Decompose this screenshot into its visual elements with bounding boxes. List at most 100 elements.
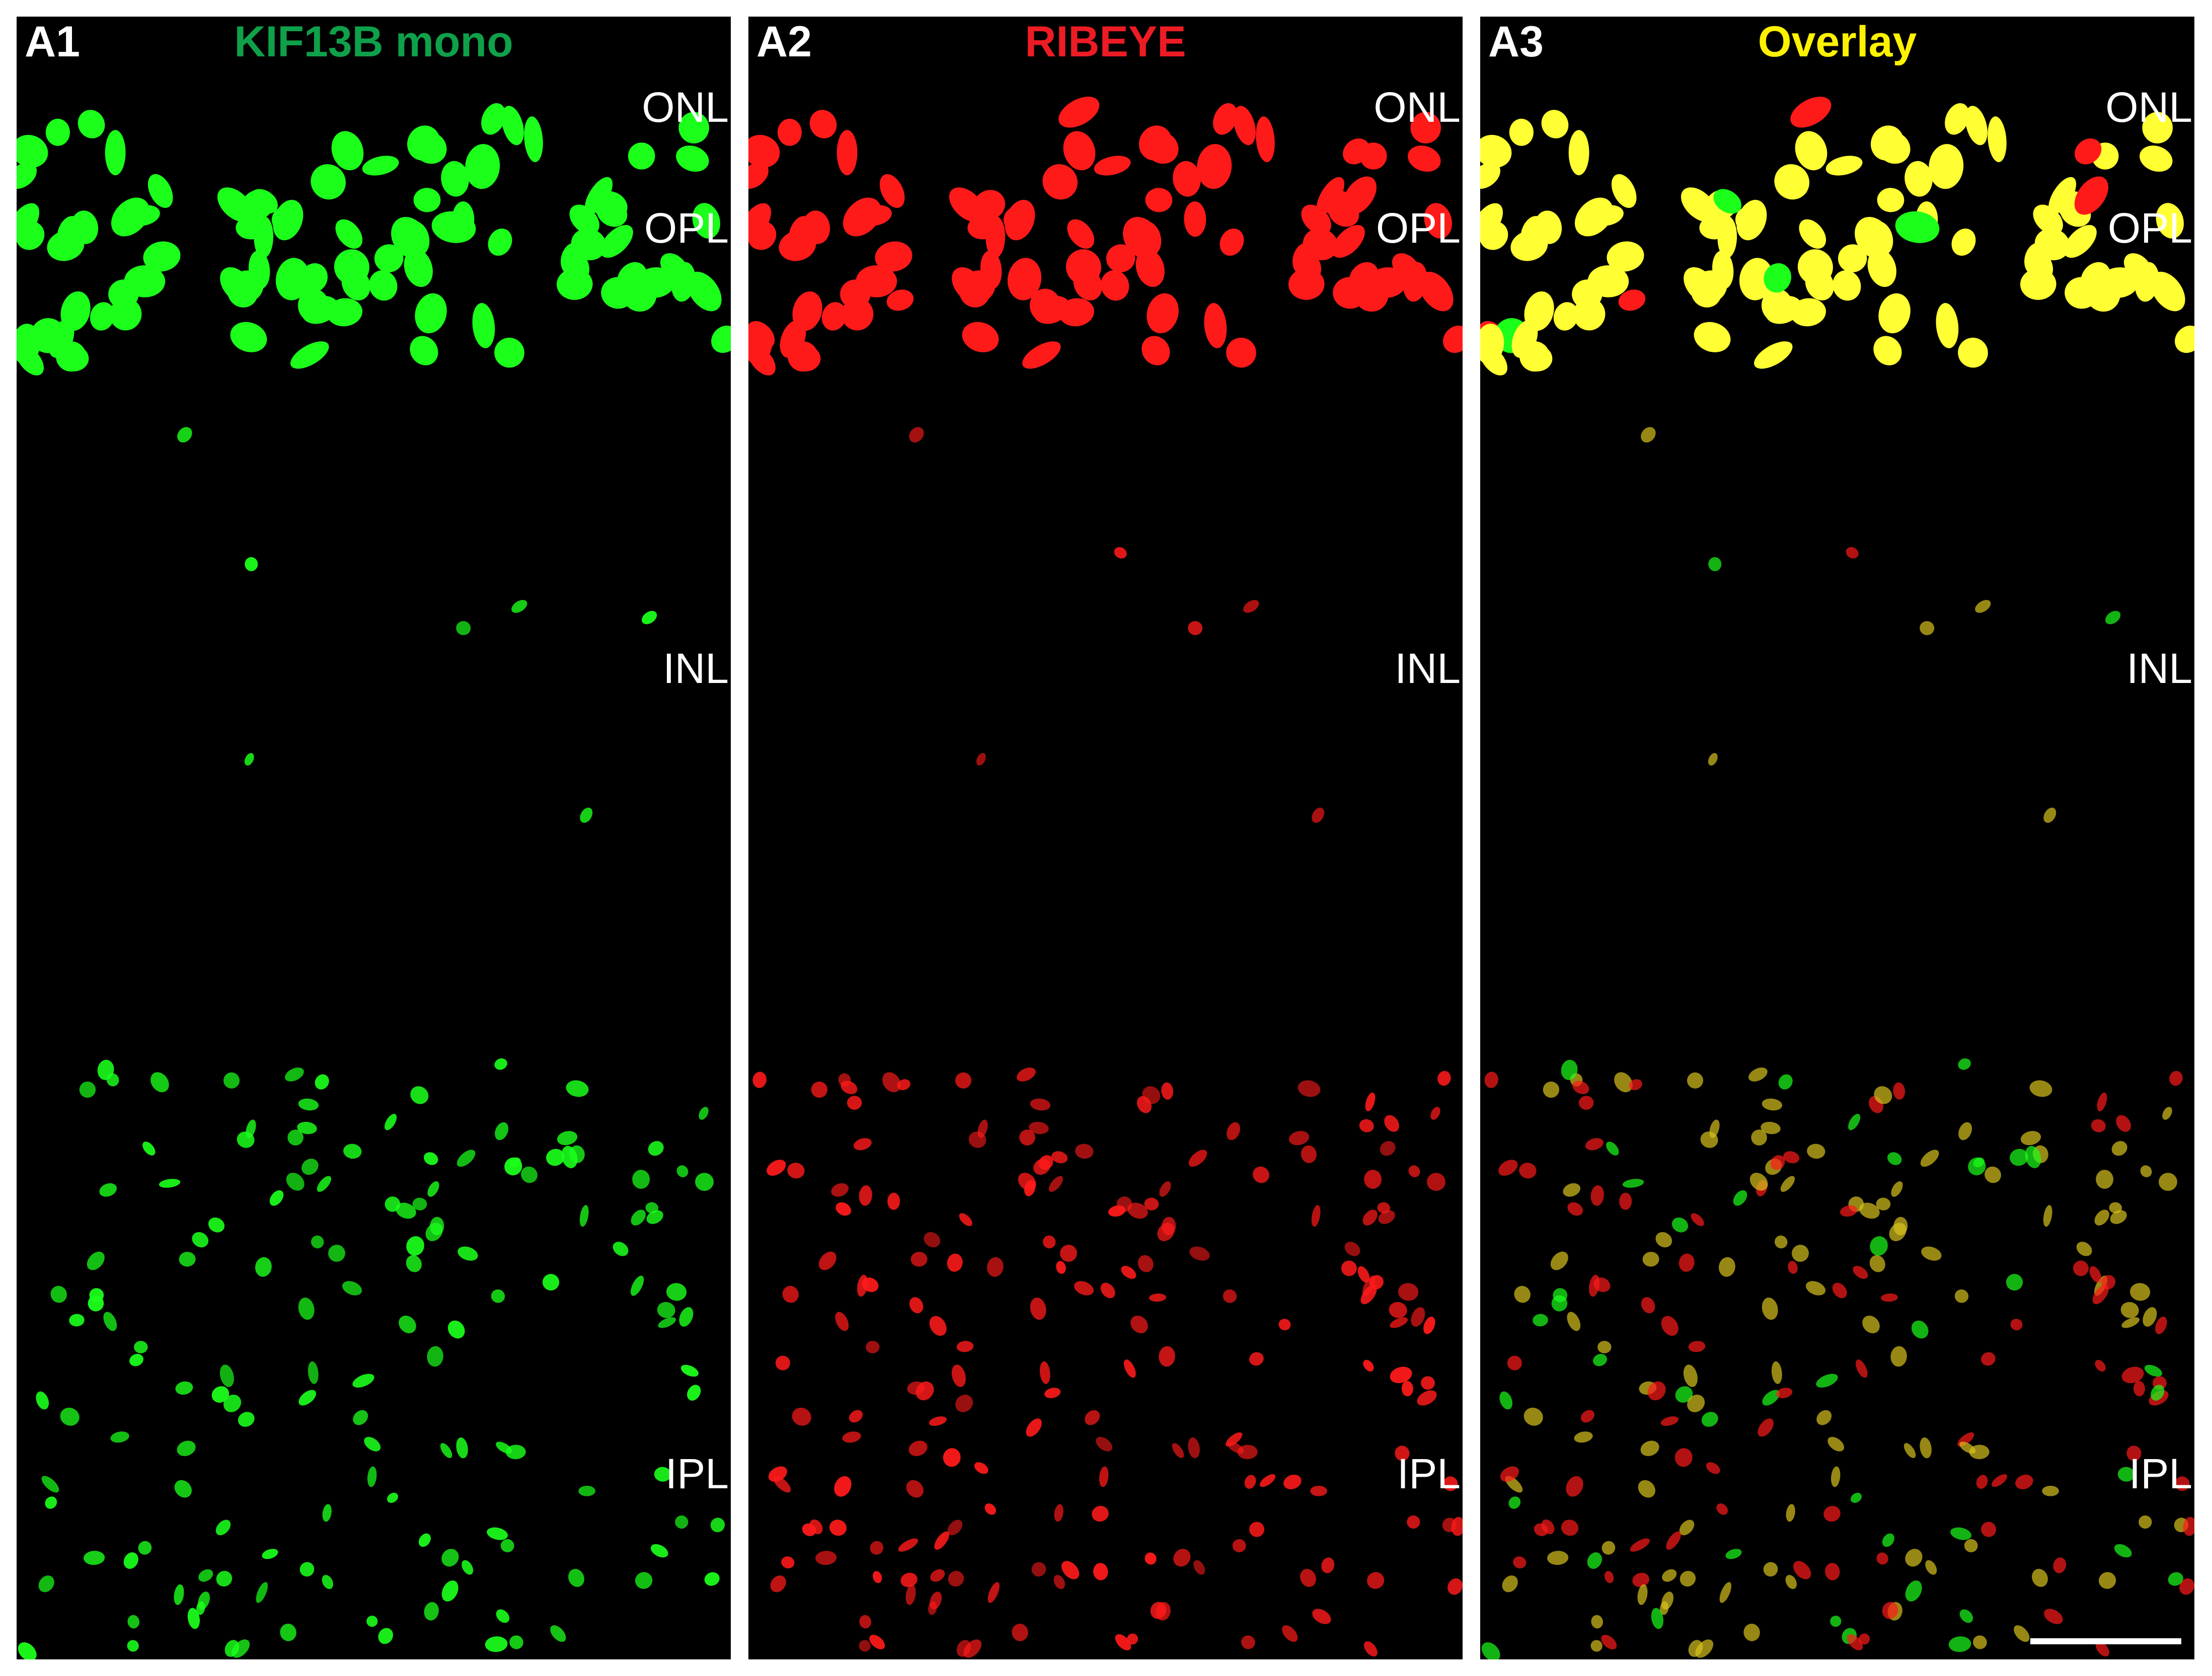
synaptic-punctum [1145,188,1173,212]
synaptic-punctum [2169,1071,2183,1086]
synaptic-punctum [1871,125,1904,161]
synaptic-punctum [2033,204,2063,235]
synaptic-punctum [642,611,657,625]
synaptic-punctum [1243,599,1259,613]
synaptic-punctum [1173,161,1201,197]
synaptic-punctum [385,1114,397,1130]
synaptic-punctum [842,1431,861,1443]
synaptic-punctum [524,116,543,163]
synaptic-punctum [869,1635,885,1650]
synaptic-punctum [1601,1635,1617,1650]
synaptic-punctum [2140,1165,2152,1178]
synaptic-punctum [1587,1552,1602,1569]
synaptic-punctum [275,258,310,300]
synaptic-punctum [2105,611,2121,625]
synaptic-punctum [211,1386,230,1403]
synaptic-punctum [963,1639,982,1658]
synaptic-punctum [441,1580,459,1602]
layer-label-opl: OPL [644,204,729,252]
synaptic-punctum [777,118,802,146]
synaptic-punctum [255,1257,272,1277]
synaptic-punctum [1662,1569,1677,1582]
synaptic-punctum [2032,1569,2048,1587]
synaptic-punctum [1301,204,1331,235]
synaptic-punctum [366,1616,378,1627]
synaptic-punctum [1893,1082,1905,1100]
synaptic-punctum [410,336,438,365]
synaptic-punctum [1378,1210,1395,1224]
synaptic-punctum [1197,144,1232,189]
synaptic-punctum [2048,177,2077,214]
synaptic-punctum [1774,164,1810,200]
synaptic-punctum [930,1569,945,1582]
synaptic-punctum [472,302,495,348]
synaptic-punctum [2053,1557,2067,1573]
synaptic-punctum [334,249,369,285]
synaptic-punctum [1030,1298,1046,1320]
synaptic-punctum [2101,1275,2115,1289]
synaptic-punctum [216,1571,233,1587]
synaptic-punctum [378,1628,393,1644]
synaptic-punctum [984,1503,997,1515]
synaptic-punctum [99,1183,117,1197]
synaptic-punctum [262,1549,278,1559]
synaptic-punctum [1749,1173,1768,1191]
synaptic-punctum [1359,1119,1374,1132]
synaptic-punctum [875,241,912,272]
synaptic-punctum [748,221,777,250]
synaptic-punctum [962,322,999,352]
synaptic-punctum [441,1549,459,1567]
synaptic-punctum [2156,203,2184,239]
synaptic-punctum [1298,1080,1321,1097]
synaptic-punctum [1092,1505,1109,1522]
synaptic-punctum [1249,1352,1264,1366]
synaptic-punctum [352,1374,374,1388]
layer-label-opl: OPL [2107,204,2192,252]
synaptic-punctum [1869,1255,1885,1272]
synaptic-punctum [1228,1441,1244,1454]
synaptic-punctum [870,1541,884,1555]
synaptic-punctum [2014,1625,2030,1642]
synaptic-punctum [418,1533,431,1547]
synaptic-punctum [1958,1058,1971,1070]
synaptic-punctum [787,1163,805,1179]
synaptic-punctum [1785,1575,1797,1589]
layer-label-inl: INL [2126,645,2192,692]
synaptic-punctum [147,174,173,208]
synaptic-punctum [1075,1144,1094,1159]
synaptic-punctum [1985,1166,2001,1183]
synaptic-punctum [1226,337,1256,368]
synaptic-punctum [973,190,1006,220]
synaptic-punctum [1694,322,1731,352]
synaptic-punctum [841,1081,858,1094]
synaptic-punctum [1717,216,1737,258]
synaptic-punctum [1973,1635,1987,1649]
synaptic-punctum [1880,1293,1898,1302]
synaptic-punctum [1593,1353,1607,1366]
synaptic-punctum [17,162,37,189]
synaptic-punctum [1763,1562,1778,1577]
synaptic-punctum [792,291,822,331]
synaptic-punctum [1859,1633,1870,1645]
synaptic-punctum [818,1251,836,1270]
synaptic-punctum [369,270,398,301]
synaptic-punctum [230,322,267,352]
synaptic-punctum [413,188,441,212]
synaptic-punctum [1848,1114,1861,1130]
synaptic-punctum [571,228,606,261]
synaptic-punctum [872,1571,882,1583]
synaptic-punctum [1797,249,1833,285]
synaptic-punctum [50,1285,67,1303]
synaptic-punctum [976,753,986,766]
synaptic-punctum [1260,1474,1276,1487]
synaptic-punctum [1975,599,1991,613]
synaptic-punctum [1534,1523,1548,1537]
synaptic-punctum [124,265,166,297]
synaptic-punctum [1159,1181,1171,1197]
synaptic-punctum [1244,1475,1256,1489]
synaptic-punctum [1816,1374,1838,1388]
synaptic-punctum [410,1086,429,1104]
synaptic-punctum [1172,1443,1184,1458]
synaptic-punctum [457,1246,478,1261]
synaptic-punctum [859,205,892,226]
